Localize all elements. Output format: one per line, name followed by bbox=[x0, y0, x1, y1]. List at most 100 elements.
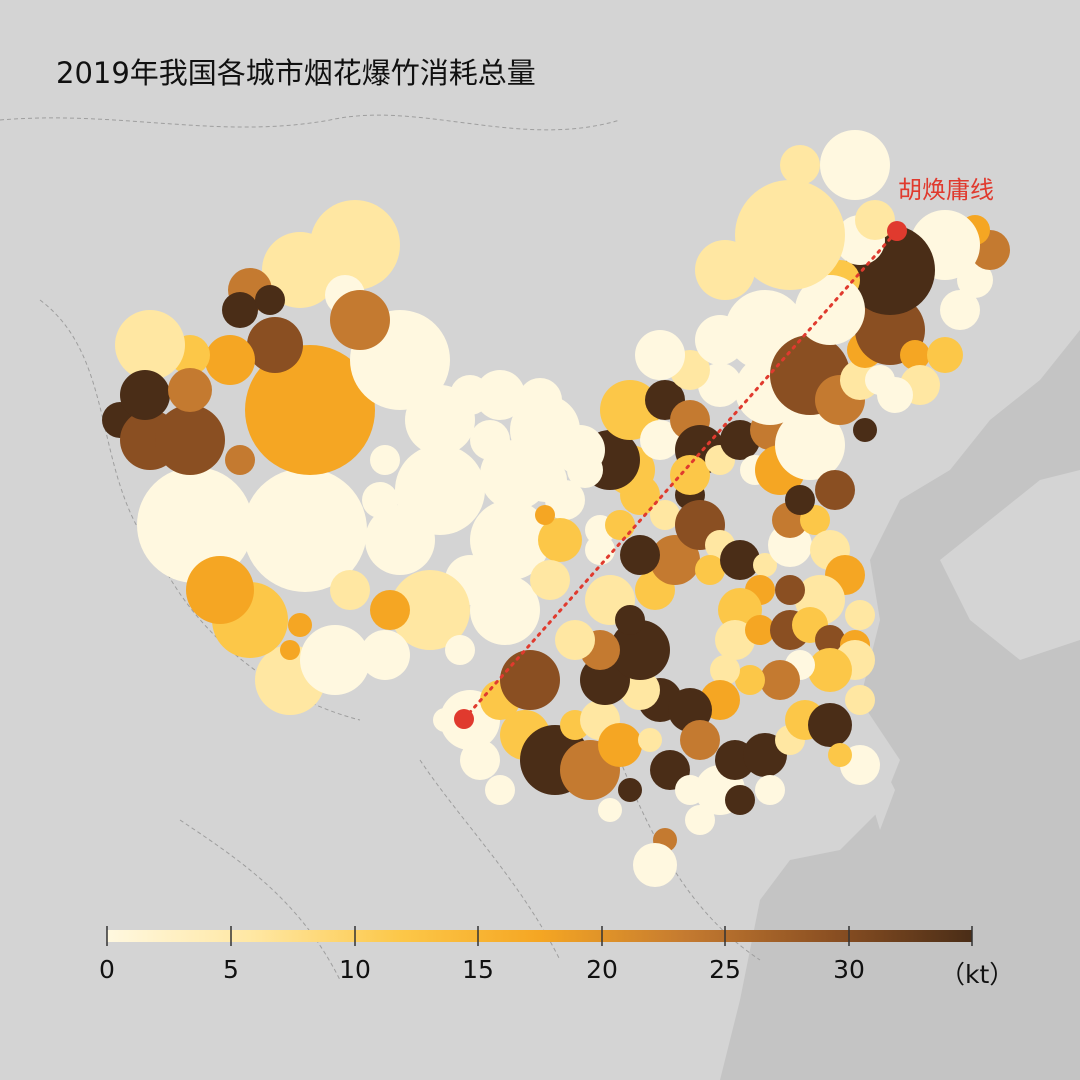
legend-tick-label: 20 bbox=[586, 955, 618, 984]
city-bubble bbox=[755, 775, 785, 805]
city-bubble bbox=[670, 455, 710, 495]
city-bubble bbox=[470, 575, 540, 645]
legend-tick-label: 15 bbox=[462, 955, 494, 984]
city-bubble bbox=[168, 368, 212, 412]
city-bubble bbox=[815, 470, 855, 510]
city-bubble bbox=[255, 285, 285, 315]
city-bubble bbox=[725, 785, 755, 815]
city-bubble bbox=[186, 556, 254, 624]
city-bubble bbox=[775, 410, 845, 480]
legend-tick-label: 30 bbox=[833, 955, 865, 984]
city-bubble bbox=[695, 240, 755, 300]
city-bubble bbox=[877, 377, 913, 413]
city-bubble bbox=[685, 805, 715, 835]
hu-line bbox=[462, 229, 899, 721]
hu-line-start-marker bbox=[454, 709, 474, 729]
city-bubble bbox=[808, 703, 852, 747]
city-bubble bbox=[598, 723, 642, 767]
city-bubble bbox=[828, 743, 852, 767]
city-bubble bbox=[530, 560, 570, 600]
city-bubble bbox=[155, 405, 225, 475]
city-bubble bbox=[735, 180, 845, 290]
city-bubble bbox=[615, 605, 645, 635]
hu-line-end-marker bbox=[887, 221, 907, 241]
city-bubble bbox=[618, 778, 642, 802]
city-bubble bbox=[485, 775, 515, 805]
city-bubble bbox=[720, 540, 760, 580]
city-bubble bbox=[433, 708, 457, 732]
city-bubble bbox=[500, 650, 560, 710]
city-bubble bbox=[280, 640, 300, 660]
legend-tick-label: 0 bbox=[99, 955, 115, 984]
city-bubble bbox=[640, 420, 680, 460]
city-bubble bbox=[390, 570, 470, 650]
city-bubble bbox=[445, 635, 475, 665]
city-bubble bbox=[288, 613, 312, 637]
city-bubble bbox=[610, 620, 670, 680]
city-bubble bbox=[900, 340, 930, 370]
legend-tick-label: 5 bbox=[223, 955, 239, 984]
city-bubble bbox=[853, 418, 877, 442]
city-bubble bbox=[535, 505, 555, 525]
city-bubble bbox=[650, 535, 700, 585]
city-bubble bbox=[940, 290, 980, 330]
city-bubble bbox=[855, 200, 895, 240]
city-bubble bbox=[815, 625, 845, 655]
city-bubble bbox=[120, 370, 170, 420]
land-mass-east bbox=[940, 470, 1080, 660]
city-bubble bbox=[780, 145, 820, 185]
city-bubble bbox=[137, 467, 253, 583]
city-bubble bbox=[845, 685, 875, 715]
city-bubble bbox=[695, 555, 725, 585]
city-bubble bbox=[245, 345, 375, 475]
city-bubble bbox=[735, 665, 765, 695]
city-bubble bbox=[633, 843, 677, 887]
city-bubble bbox=[538, 518, 582, 562]
city-bubble bbox=[760, 660, 800, 700]
legend-labels: 0 5 10 15 20 25 30 （kt） bbox=[0, 955, 1080, 995]
city-bubble bbox=[370, 445, 400, 475]
city-bubble bbox=[262, 232, 338, 308]
city-bubble bbox=[638, 728, 662, 752]
city-bubble bbox=[475, 370, 525, 420]
city-bubble bbox=[330, 290, 390, 350]
city-bubble bbox=[205, 335, 255, 385]
city-bubble bbox=[795, 275, 865, 345]
city-bubble bbox=[225, 445, 255, 475]
city-bubble bbox=[785, 485, 815, 515]
hu-line-label: 胡焕庸线 bbox=[898, 176, 994, 204]
city-bubble bbox=[820, 130, 890, 200]
city-bubble bbox=[745, 615, 775, 645]
city-bubble bbox=[115, 310, 185, 380]
city-bubble bbox=[585, 535, 615, 565]
city-bubble bbox=[600, 380, 660, 440]
city-bubble bbox=[365, 505, 435, 575]
city-bubble bbox=[775, 575, 805, 605]
legend-unit: （kt） bbox=[940, 960, 1015, 989]
legend-color-bar bbox=[107, 930, 972, 942]
city-bubble bbox=[555, 620, 595, 660]
city-bubble bbox=[370, 590, 410, 630]
city-bubble bbox=[650, 500, 680, 530]
city-bubble bbox=[300, 625, 370, 695]
legend-tick-label: 25 bbox=[709, 955, 741, 984]
city-bubble bbox=[470, 500, 550, 580]
city-bubble bbox=[523, 458, 567, 502]
city-bubble bbox=[362, 482, 398, 518]
city-bubble bbox=[710, 655, 740, 685]
city-bubble bbox=[330, 570, 370, 610]
city-bubble bbox=[247, 317, 303, 373]
city-bubble bbox=[605, 510, 635, 540]
city-bubble bbox=[620, 535, 660, 575]
city-bubble bbox=[555, 425, 605, 475]
city-bubble bbox=[808, 648, 852, 692]
city-bubble bbox=[222, 292, 258, 328]
city-circles bbox=[102, 130, 1010, 887]
city-bubble bbox=[753, 553, 777, 577]
map-title: 2019年我国各城市烟花爆竹消耗总量 bbox=[56, 56, 536, 90]
city-bubble bbox=[927, 337, 963, 373]
city-bubble bbox=[635, 330, 685, 380]
city-bubble bbox=[243, 468, 367, 592]
